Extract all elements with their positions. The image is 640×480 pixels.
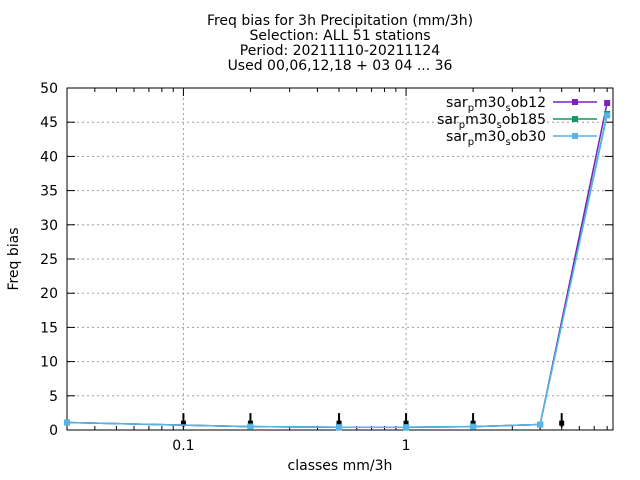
data-point [336, 424, 343, 431]
legend-label-part: s [506, 103, 511, 114]
legend-label: sarpm30sob30 [446, 129, 546, 148]
y-tick-label: 50 [40, 81, 58, 97]
y-tick-label: 30 [40, 218, 58, 234]
y-tick-label: 20 [40, 286, 58, 302]
legend-label-part: m30 [474, 95, 505, 111]
x-axis-label: classes mm/3h [288, 458, 393, 474]
x-tick-label: 0.1 [172, 438, 194, 454]
legend-label-part: s [506, 137, 511, 148]
legend-label-part: p [459, 120, 465, 131]
legend-label-part: sar [446, 95, 468, 111]
legend-label-part: m30 [465, 112, 496, 128]
error-bar-point [403, 420, 409, 426]
legend-label-part: m30 [474, 129, 505, 145]
series-line [66, 115, 608, 429]
legend-label-part: ob12 [511, 95, 546, 111]
y-tick-label: 10 [40, 355, 58, 371]
legend-label-part: sar [437, 112, 459, 128]
chart-title-line: Freq bias for 3h Precipitation (mm/3h) [207, 13, 473, 29]
legend-label-part: sar [446, 129, 468, 145]
y-tick-label: 0 [49, 423, 58, 439]
y-tick-label: 5 [49, 389, 58, 405]
y-tick-label: 40 [40, 149, 58, 165]
data-point [604, 112, 611, 119]
data-point [604, 100, 611, 107]
data-point [470, 423, 477, 430]
legend-label-part: ob185 [502, 112, 546, 128]
data-point [247, 423, 254, 430]
legend-swatch-marker [572, 133, 578, 139]
legend-label-part: p [468, 137, 474, 148]
legend-label: sarpm30sob185 [437, 112, 546, 131]
x-tick-label: 1 [402, 438, 411, 454]
y-tick-label: 45 [40, 115, 58, 131]
legend-label-part: ob30 [511, 129, 546, 145]
legend-swatch-marker [572, 99, 578, 105]
series-line [66, 102, 608, 429]
chart-title-line: Selection: ALL 51 stations [249, 28, 430, 44]
error-bar-point [470, 420, 476, 426]
series-line [66, 113, 608, 429]
data-point [64, 419, 70, 426]
y-tick-label: 15 [40, 320, 58, 336]
legend-swatch-marker [572, 116, 578, 122]
data-point [403, 424, 410, 431]
legend-label-part: p [468, 103, 474, 114]
chart-title-line: Used 00,06,12,18 + 03 04 ... 36 [228, 58, 453, 74]
error-bar-point [180, 420, 186, 426]
data-point [537, 421, 544, 428]
legend-label-part: s [497, 120, 502, 131]
legend-label: sarpm30sob12 [446, 95, 546, 114]
error-bar-point [247, 420, 253, 426]
y-tick-label: 25 [40, 252, 58, 268]
y-tick-label: 35 [40, 184, 58, 200]
error-bar-point [336, 420, 342, 426]
y-axis-label: Freq bias [6, 227, 22, 290]
chart-title-line: Period: 20211110-20211124 [240, 43, 440, 59]
error-bar-point [559, 420, 565, 426]
